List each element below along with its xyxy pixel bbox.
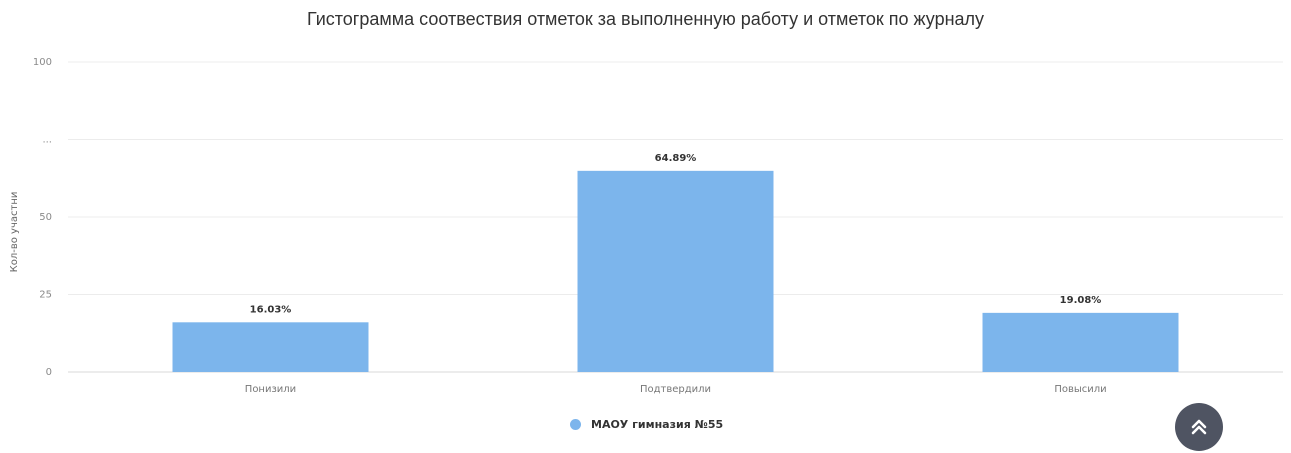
bar[interactable] [172, 322, 369, 372]
y-tick-label: 0 [46, 367, 52, 378]
bars: 16.03% 64.89% 19.08% [172, 153, 1179, 372]
y-tick-label: 100 [33, 57, 52, 68]
legend-swatch [570, 419, 581, 430]
y-tick-label: 25 [39, 290, 52, 301]
bar[interactable] [577, 170, 774, 372]
x-tick-label: Подтвердили [640, 384, 711, 395]
scroll-to-top-button[interactable] [1175, 403, 1223, 451]
bar[interactable] [982, 312, 1179, 372]
x-tick-label: Повысили [1054, 384, 1106, 395]
x-tick-label: Понизили [245, 384, 296, 395]
y-axis-title: Кол-во участни [9, 192, 20, 273]
y-tick-label: ... [42, 135, 52, 146]
legend-label: МАОУ гимназия №55 [591, 418, 724, 431]
y-tick-label: 50 [39, 212, 52, 223]
legend[interactable]: МАОУ гимназия №55 [570, 418, 723, 431]
data-label: 64.89% [655, 153, 697, 164]
data-label: 19.08% [1060, 295, 1102, 306]
x-axis-labels: Понизили Подтвердили Повысили [245, 384, 1107, 395]
y-axis-ticks: 0 25 50... 100 [33, 57, 52, 378]
double-chevron-up-icon [1191, 419, 1207, 435]
chart-title: Гистограмма соотвествия отметок за выпол… [306, 9, 985, 29]
data-label: 16.03% [250, 304, 292, 315]
